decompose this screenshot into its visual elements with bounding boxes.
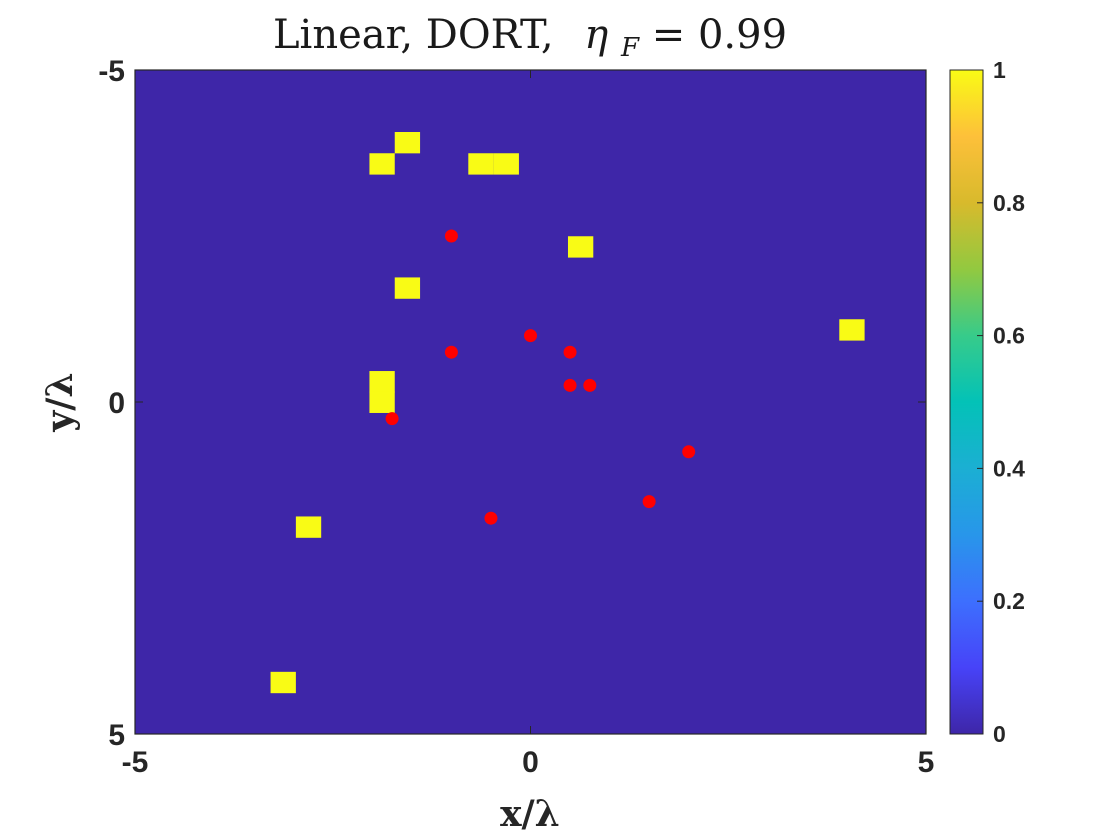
heatmap-background [135, 70, 926, 734]
plot-area [135, 70, 926, 734]
axes: -5 0 5-505 [98, 55, 934, 779]
chart-title-symbol: η [584, 12, 608, 58]
chart-title-subscript: F [620, 33, 640, 63]
heatmap-cell-8 [369, 391, 395, 413]
heatmap-cell-9 [295, 516, 322, 538]
colorbar-tick-label-1: 0.2 [993, 588, 1025, 614]
heatmap-cell-6 [839, 319, 865, 341]
heatmap-cell-1 [369, 153, 395, 175]
chart-title: Linear, DORT, η F = 0.99 [273, 12, 787, 66]
colorbar: 0 0.2 0.4 0.6 0.8 1 [949, 57, 1025, 747]
target-point-8 [642, 495, 656, 509]
heatmap-cell-5 [394, 277, 421, 299]
colorbar-tick-label-5: 1 [993, 57, 1006, 83]
target-point-6 [385, 412, 399, 426]
y-axis-label: y/λ [39, 372, 81, 432]
x-axis-label: x/λ [500, 793, 560, 835]
y-tick-label-0: -5 [98, 55, 125, 88]
target-point-9 [484, 511, 498, 525]
heatmap-cell-2 [468, 153, 494, 175]
target-point-3 [563, 345, 577, 359]
colorbar-gradient [949, 69, 984, 735]
heatmap-cell-10 [270, 671, 296, 694]
target-point-1 [524, 329, 537, 343]
y-tick-label-2: 5 [108, 719, 125, 752]
heatmap-cell-0 [394, 132, 421, 154]
y-tick-label-1: 0 [108, 387, 125, 420]
x-tick-label-1: 0 [522, 746, 539, 779]
chart-title-suffix: = 0.99 [652, 12, 787, 58]
chart-title-prefix: Linear, DORT, [273, 12, 554, 58]
target-point-4 [563, 378, 577, 392]
target-point-5 [583, 378, 597, 392]
colorbar-tick-label-3: 0.6 [993, 323, 1025, 349]
target-point-2 [444, 345, 458, 359]
target-point-7 [682, 445, 696, 459]
heatmap-cell-7 [369, 371, 395, 393]
target-point-0 [444, 229, 458, 243]
heatmap-cell-4 [567, 236, 594, 258]
colorbar-tick-label-4: 0.8 [993, 190, 1025, 216]
colorbar-tick-label-0: 0 [993, 721, 1006, 747]
heatmap-cell-3 [493, 153, 519, 175]
x-tick-label-0: -5 [122, 746, 149, 779]
x-tick-label-2: 5 [918, 746, 935, 779]
colorbar-tick-label-2: 0.4 [993, 455, 1025, 481]
